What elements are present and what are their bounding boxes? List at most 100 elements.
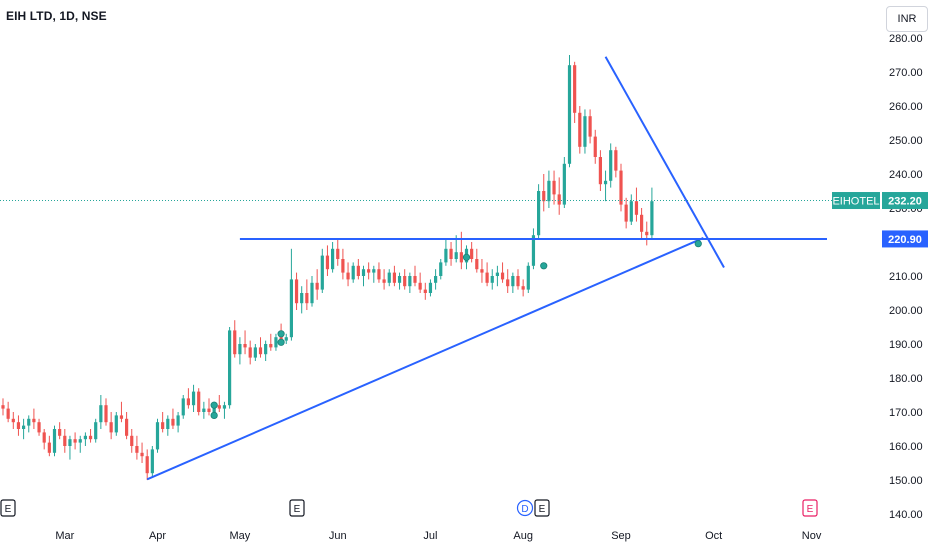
candle-body: [186, 398, 190, 406]
candle-body: [408, 276, 412, 287]
candle: [191, 384, 196, 412]
candle: [619, 163, 623, 212]
candle: [495, 265, 499, 287]
candle: [377, 262, 381, 283]
candle: [155, 418, 160, 453]
candle-body: [58, 429, 62, 436]
candle-body: [125, 418, 129, 436]
candle-body: [166, 418, 170, 429]
candle-body: [552, 180, 556, 195]
candle: [542, 174, 546, 212]
event-marker-earnings[interactable]: E: [289, 499, 305, 517]
candle: [475, 248, 479, 273]
x-axis: Mar Apr May Jun Jul Aug Sep Oct Nov: [55, 530, 822, 542]
candle-body: [99, 405, 103, 423]
plot-area: [0, 55, 880, 481]
candle: [578, 106, 582, 154]
candle: [583, 109, 587, 154]
event-marker-future[interactable]: E: [802, 499, 818, 517]
candle: [593, 129, 597, 164]
candle: [58, 422, 62, 440]
candle: [356, 259, 360, 280]
candle: [119, 401, 124, 423]
candle-body: [320, 255, 324, 290]
candle-body: [645, 231, 649, 236]
y-axis: 140.00 150.00 160.00 170.00 180.00 190.00 200.…: [889, 33, 923, 521]
candle-body: [78, 439, 82, 443]
candle: [459, 231, 463, 270]
candle-body: [331, 248, 335, 270]
candle: [22, 418, 26, 440]
x-tick-label: Jun: [329, 530, 347, 542]
candle: [331, 242, 335, 273]
candle: [640, 208, 644, 239]
candle: [521, 279, 525, 297]
candle: [609, 143, 613, 188]
candle: [94, 418, 98, 443]
candle-body: [434, 276, 438, 283]
event-letter: E: [807, 504, 814, 515]
last-price-name-bg: [832, 192, 880, 210]
candle-body: [16, 422, 21, 429]
candle: [614, 146, 618, 178]
candle: [372, 265, 376, 283]
candle-body: [217, 405, 221, 409]
trendline: [604, 56, 725, 268]
event-marker-dividend[interactable]: D: [516, 499, 534, 517]
candle: [650, 187, 654, 239]
candle: [181, 395, 185, 419]
x-tick-label: Mar: [55, 530, 74, 542]
y-tick-label: 200.00: [889, 305, 923, 317]
candle-body: [361, 269, 366, 276]
candle-body: [155, 422, 160, 450]
signal-marker: [462, 253, 471, 261]
candle-body: [454, 252, 458, 259]
candle: [397, 272, 402, 290]
candle-body: [264, 344, 268, 355]
candle-body: [191, 391, 196, 406]
candle: [490, 269, 494, 290]
candle-body: [253, 347, 257, 358]
trendline: [146, 237, 704, 481]
candle-body: [248, 347, 252, 358]
candle-body: [47, 442, 51, 453]
candle: [11, 412, 15, 429]
event-badge: [516, 499, 534, 517]
candle: [140, 442, 144, 463]
event-badge: [534, 499, 550, 517]
candle-body: [315, 282, 319, 290]
candle: [336, 238, 340, 266]
candle-body: [583, 116, 587, 147]
candle: [300, 286, 304, 314]
candle: [557, 177, 561, 215]
candle-body: [222, 405, 227, 409]
event-marker-earnings[interactable]: E: [0, 499, 16, 517]
candle: [552, 170, 556, 205]
x-tick-label: Sep: [611, 530, 631, 542]
candle-body: [305, 293, 309, 304]
candle-body: [238, 344, 242, 355]
candle-body: [109, 422, 113, 433]
candle-body: [423, 289, 427, 293]
candle-body: [258, 347, 263, 355]
candle-body: [336, 248, 340, 259]
candle-body: [500, 272, 505, 280]
candle: [315, 269, 319, 300]
candle: [428, 279, 433, 297]
signal-marker: [277, 330, 285, 338]
candle: [392, 265, 396, 287]
candle-body: [470, 248, 474, 259]
candle: [434, 269, 438, 290]
candle-body: [68, 439, 72, 446]
candle: [598, 150, 602, 191]
candle-body: [490, 276, 494, 283]
candle: [629, 194, 633, 225]
event-marker-earnings[interactable]: E: [534, 499, 550, 517]
candle: [217, 395, 221, 412]
candle: [444, 238, 448, 266]
currency-selector[interactable]: INR: [886, 6, 928, 32]
candle: [99, 395, 103, 429]
y-tick-label: 160.00: [889, 441, 923, 453]
